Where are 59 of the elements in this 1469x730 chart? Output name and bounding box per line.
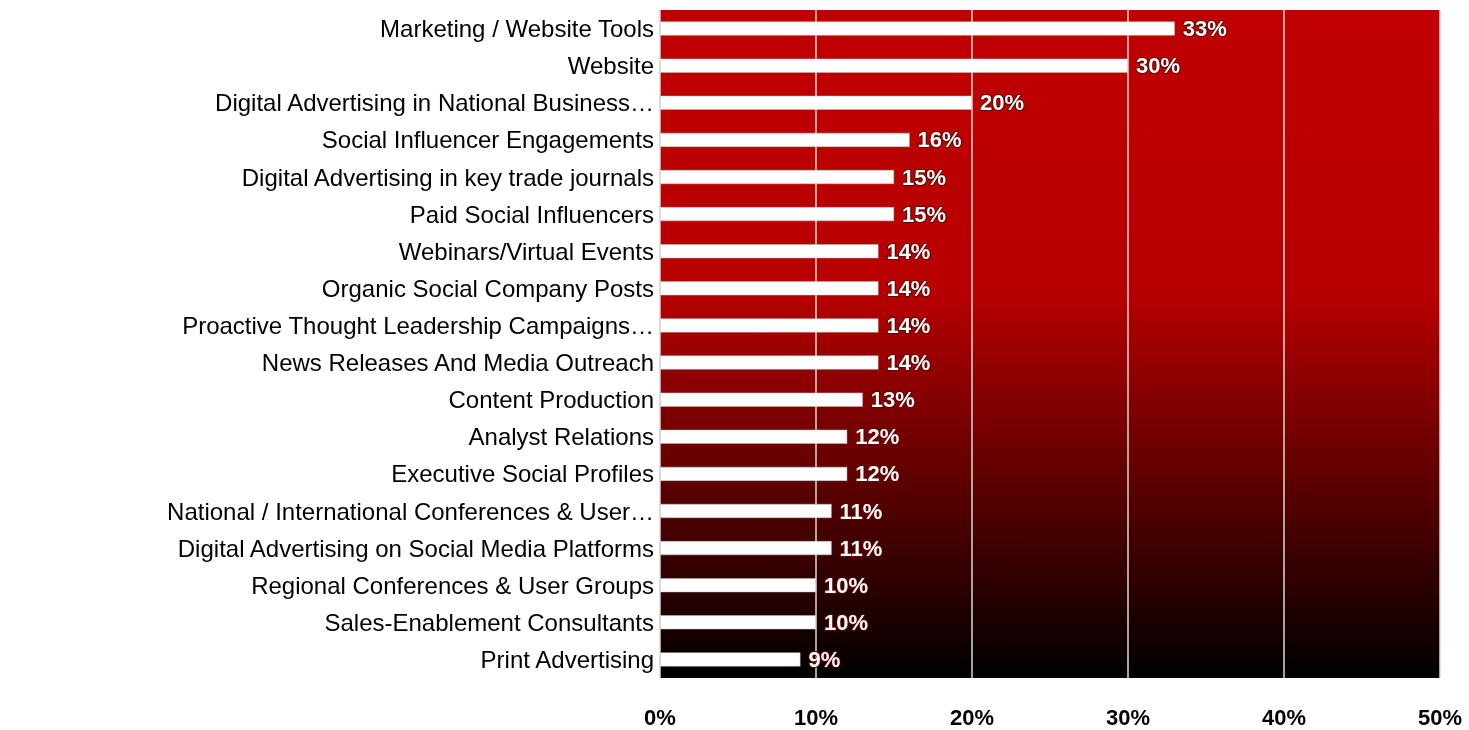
y-tick-label: National / International Conferences & User… [167, 497, 654, 525]
y-tick-label: Content Production [448, 386, 654, 414]
y-tick-label: News Releases And Media Outreach [261, 349, 654, 377]
bar [660, 652, 801, 667]
data-label: 14% [886, 312, 931, 338]
bar [660, 95, 972, 110]
bar [660, 466, 848, 481]
data-label: 14% [886, 350, 931, 376]
data-label: 16% [917, 127, 962, 153]
y-tick-label: Organic Social Company Posts [321, 274, 654, 302]
data-label: 12% [855, 424, 900, 450]
y-tick-label: Proactive Thought Leadership Campaigns… [182, 311, 654, 339]
data-label: 30% [1136, 53, 1181, 79]
x-tick-label: 20% [949, 704, 995, 730]
bar [660, 541, 832, 556]
bar [660, 207, 894, 222]
data-label: 33% [1182, 16, 1227, 42]
bar [660, 58, 1128, 73]
y-tick-label: Webinars/Virtual Events [398, 237, 654, 265]
bar [660, 132, 910, 147]
y-tick-label: Website [567, 52, 654, 80]
bar [660, 170, 894, 184]
bar [660, 578, 816, 593]
y-tick-label: Executive Social Profiles [391, 460, 654, 488]
data-label: 10% [824, 572, 869, 598]
y-tick-label: Digital Advertising on Social Media Platforms [177, 534, 654, 562]
data-label: 11% [839, 535, 883, 561]
y-tick-label: Marketing / Website Tools [380, 15, 654, 43]
x-tick-label: 50% [1417, 704, 1463, 730]
data-label: 13% [870, 387, 915, 413]
data-label: 14% [886, 238, 931, 264]
y-tick-label: Print Advertising [480, 645, 654, 673]
bar [660, 429, 848, 444]
y-tick-label: Analyst Relations [468, 423, 654, 451]
data-label: 20% [980, 90, 1025, 116]
x-tick-label: 0% [644, 704, 676, 730]
data-label: 10% [824, 609, 869, 635]
data-label: 12% [855, 461, 900, 487]
data-label: 15% [902, 164, 947, 190]
x-tick-label: 10% [793, 704, 839, 730]
y-tick-label: Digital Advertising in National Business… [215, 89, 654, 117]
data-label: 15% [902, 201, 947, 227]
bar [660, 318, 879, 333]
y-tick-label: Sales-Enablement Consultants [324, 608, 654, 636]
y-tick-label: Regional Conferences & User Groups [251, 571, 654, 599]
bar [660, 281, 879, 296]
bar [660, 244, 879, 259]
bar [660, 504, 832, 518]
y-tick-label: Social Influencer Engagements [321, 126, 654, 154]
y-tick-label: Paid Social Influencers [409, 200, 654, 228]
y-tick-label: Digital Advertising in key trade journals [241, 163, 654, 191]
bar [660, 355, 879, 370]
bar [660, 615, 816, 630]
data-label: 14% [886, 275, 931, 301]
x-tick-label: 30% [1105, 704, 1151, 730]
bar [660, 21, 1175, 36]
x-tick-label: 40% [1261, 704, 1307, 730]
data-label: 11% [839, 498, 883, 524]
bar [660, 392, 863, 407]
